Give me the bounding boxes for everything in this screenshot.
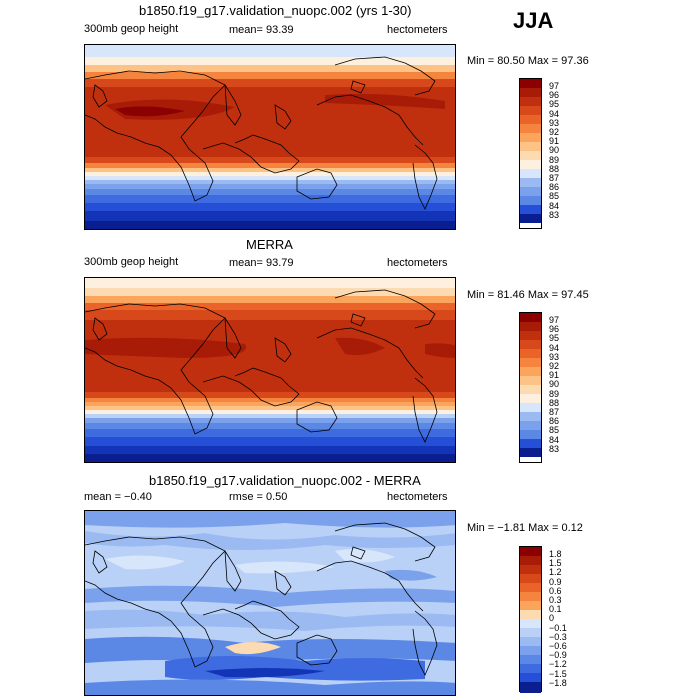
coastlines bbox=[85, 56, 438, 210]
coastlines bbox=[85, 522, 438, 676]
panel1-title: b1850.f19_g17.validation_nuopc.002 (yrs … bbox=[139, 3, 412, 18]
panel2-units: hectometers bbox=[387, 257, 448, 269]
colorbar-tick-label: −0.6 bbox=[549, 641, 567, 651]
colorbar-tick-label: 90 bbox=[549, 145, 560, 156]
colorbar-tick-label: 0.3 bbox=[549, 595, 562, 605]
colorbar-tick-label: 85 bbox=[549, 425, 560, 436]
colorbar-tick-label: 91 bbox=[549, 370, 560, 381]
colorbar-tick-label: 86 bbox=[549, 416, 560, 427]
colorbar-tick-label: 0.9 bbox=[549, 576, 562, 587]
colorbar-tick-label: 92 bbox=[549, 127, 560, 137]
colorbar-tick-label: 95 bbox=[549, 333, 560, 344]
colorbar-tick-label: 0.1 bbox=[549, 604, 562, 615]
colorbar-tick-label: 1.5 bbox=[549, 558, 562, 569]
colorbar-tick-label: 96 bbox=[549, 90, 560, 101]
panel2-minmax: Min = 81.46 Max = 97.45 bbox=[467, 289, 589, 301]
colorbar-tick-label: 83 bbox=[549, 443, 560, 454]
colorbar-tick-label: −0.3 bbox=[549, 631, 567, 642]
colorbar-tick-label: 88 bbox=[549, 397, 560, 408]
colorbar-tick-label: 95 bbox=[549, 99, 560, 110]
colorbar-tick-label: 96 bbox=[549, 324, 560, 335]
panel3-units: hectometers bbox=[387, 491, 448, 503]
colorbar-tick-label: −1.5 bbox=[549, 668, 567, 679]
colorbar-tick-label: 97 bbox=[549, 81, 560, 91]
colorbar-tick-label: 84 bbox=[549, 200, 560, 211]
colorbar-tick-label: 91 bbox=[549, 136, 560, 147]
panel2-mean: mean= 93.79 bbox=[229, 257, 294, 269]
panel2-map bbox=[84, 277, 456, 463]
panel1-variable: 300mb geop height bbox=[84, 23, 179, 35]
colorbar-tick-label: 0.6 bbox=[549, 585, 562, 596]
panel3-mean: mean = −0.40 bbox=[84, 491, 152, 503]
colorbar-tick-label: 0 bbox=[549, 613, 555, 624]
colorbar-tick-label: 85 bbox=[549, 191, 560, 202]
colorbar-tick-label: 94 bbox=[549, 342, 560, 353]
panel3-minmax: Min = −1.81 Max = 0.12 bbox=[467, 522, 583, 534]
colorbar-tick-label: −0.1 bbox=[549, 622, 567, 633]
panel1-mean: mean= 93.39 bbox=[229, 24, 294, 36]
colorbar-tick-label: −0.9 bbox=[549, 650, 567, 661]
colorbar-tick-label: 86 bbox=[549, 182, 560, 193]
panel2-variable: 300mb geop height bbox=[84, 256, 179, 268]
season-label: JJA bbox=[513, 8, 554, 33]
colorbar-tick-label: 89 bbox=[549, 154, 560, 165]
colorbar-tick-label: 84 bbox=[549, 434, 560, 445]
colorbar-tick-label: −1.8 bbox=[549, 677, 567, 688]
colorbar-tick-label: 83 bbox=[549, 209, 560, 220]
panel3-rmse: rmse = 0.50 bbox=[229, 491, 288, 503]
panel3-title: b1850.f19_g17.validation_nuopc.002 - MER… bbox=[149, 473, 421, 488]
colorbar-tick-label: 89 bbox=[549, 388, 560, 399]
colorbar-tick-label: 1.2 bbox=[549, 567, 562, 578]
colorbar-tick-label: 1.8 bbox=[549, 549, 562, 559]
panel1-minmax: Min = 80.50 Max = 97.36 bbox=[467, 55, 589, 67]
colorbar-tick-label: −1.2 bbox=[549, 659, 567, 670]
colorbar-tick-label: 88 bbox=[549, 163, 560, 174]
panel3-colorbar bbox=[519, 546, 542, 693]
colorbar-tick-label: 87 bbox=[549, 407, 560, 417]
colorbar-tick-label: 90 bbox=[549, 379, 560, 390]
panel1-colorbar bbox=[519, 78, 542, 229]
colorbar-tick-label: 92 bbox=[549, 361, 560, 371]
coastlines bbox=[85, 289, 438, 443]
colorbar-tick-label: 87 bbox=[549, 173, 560, 183]
panel2-colorbar bbox=[519, 312, 542, 463]
panel1-units: hectometers bbox=[387, 24, 448, 36]
colorbar-tick-label: 94 bbox=[549, 108, 560, 119]
colorbar-tick-label: 93 bbox=[549, 117, 560, 128]
colorbar-tick-label: 97 bbox=[549, 315, 560, 325]
panel1-map bbox=[84, 44, 456, 230]
colorbar-tick-label: 93 bbox=[549, 351, 560, 362]
panel2-title: MERRA bbox=[246, 237, 293, 252]
panel3-map bbox=[84, 510, 456, 696]
